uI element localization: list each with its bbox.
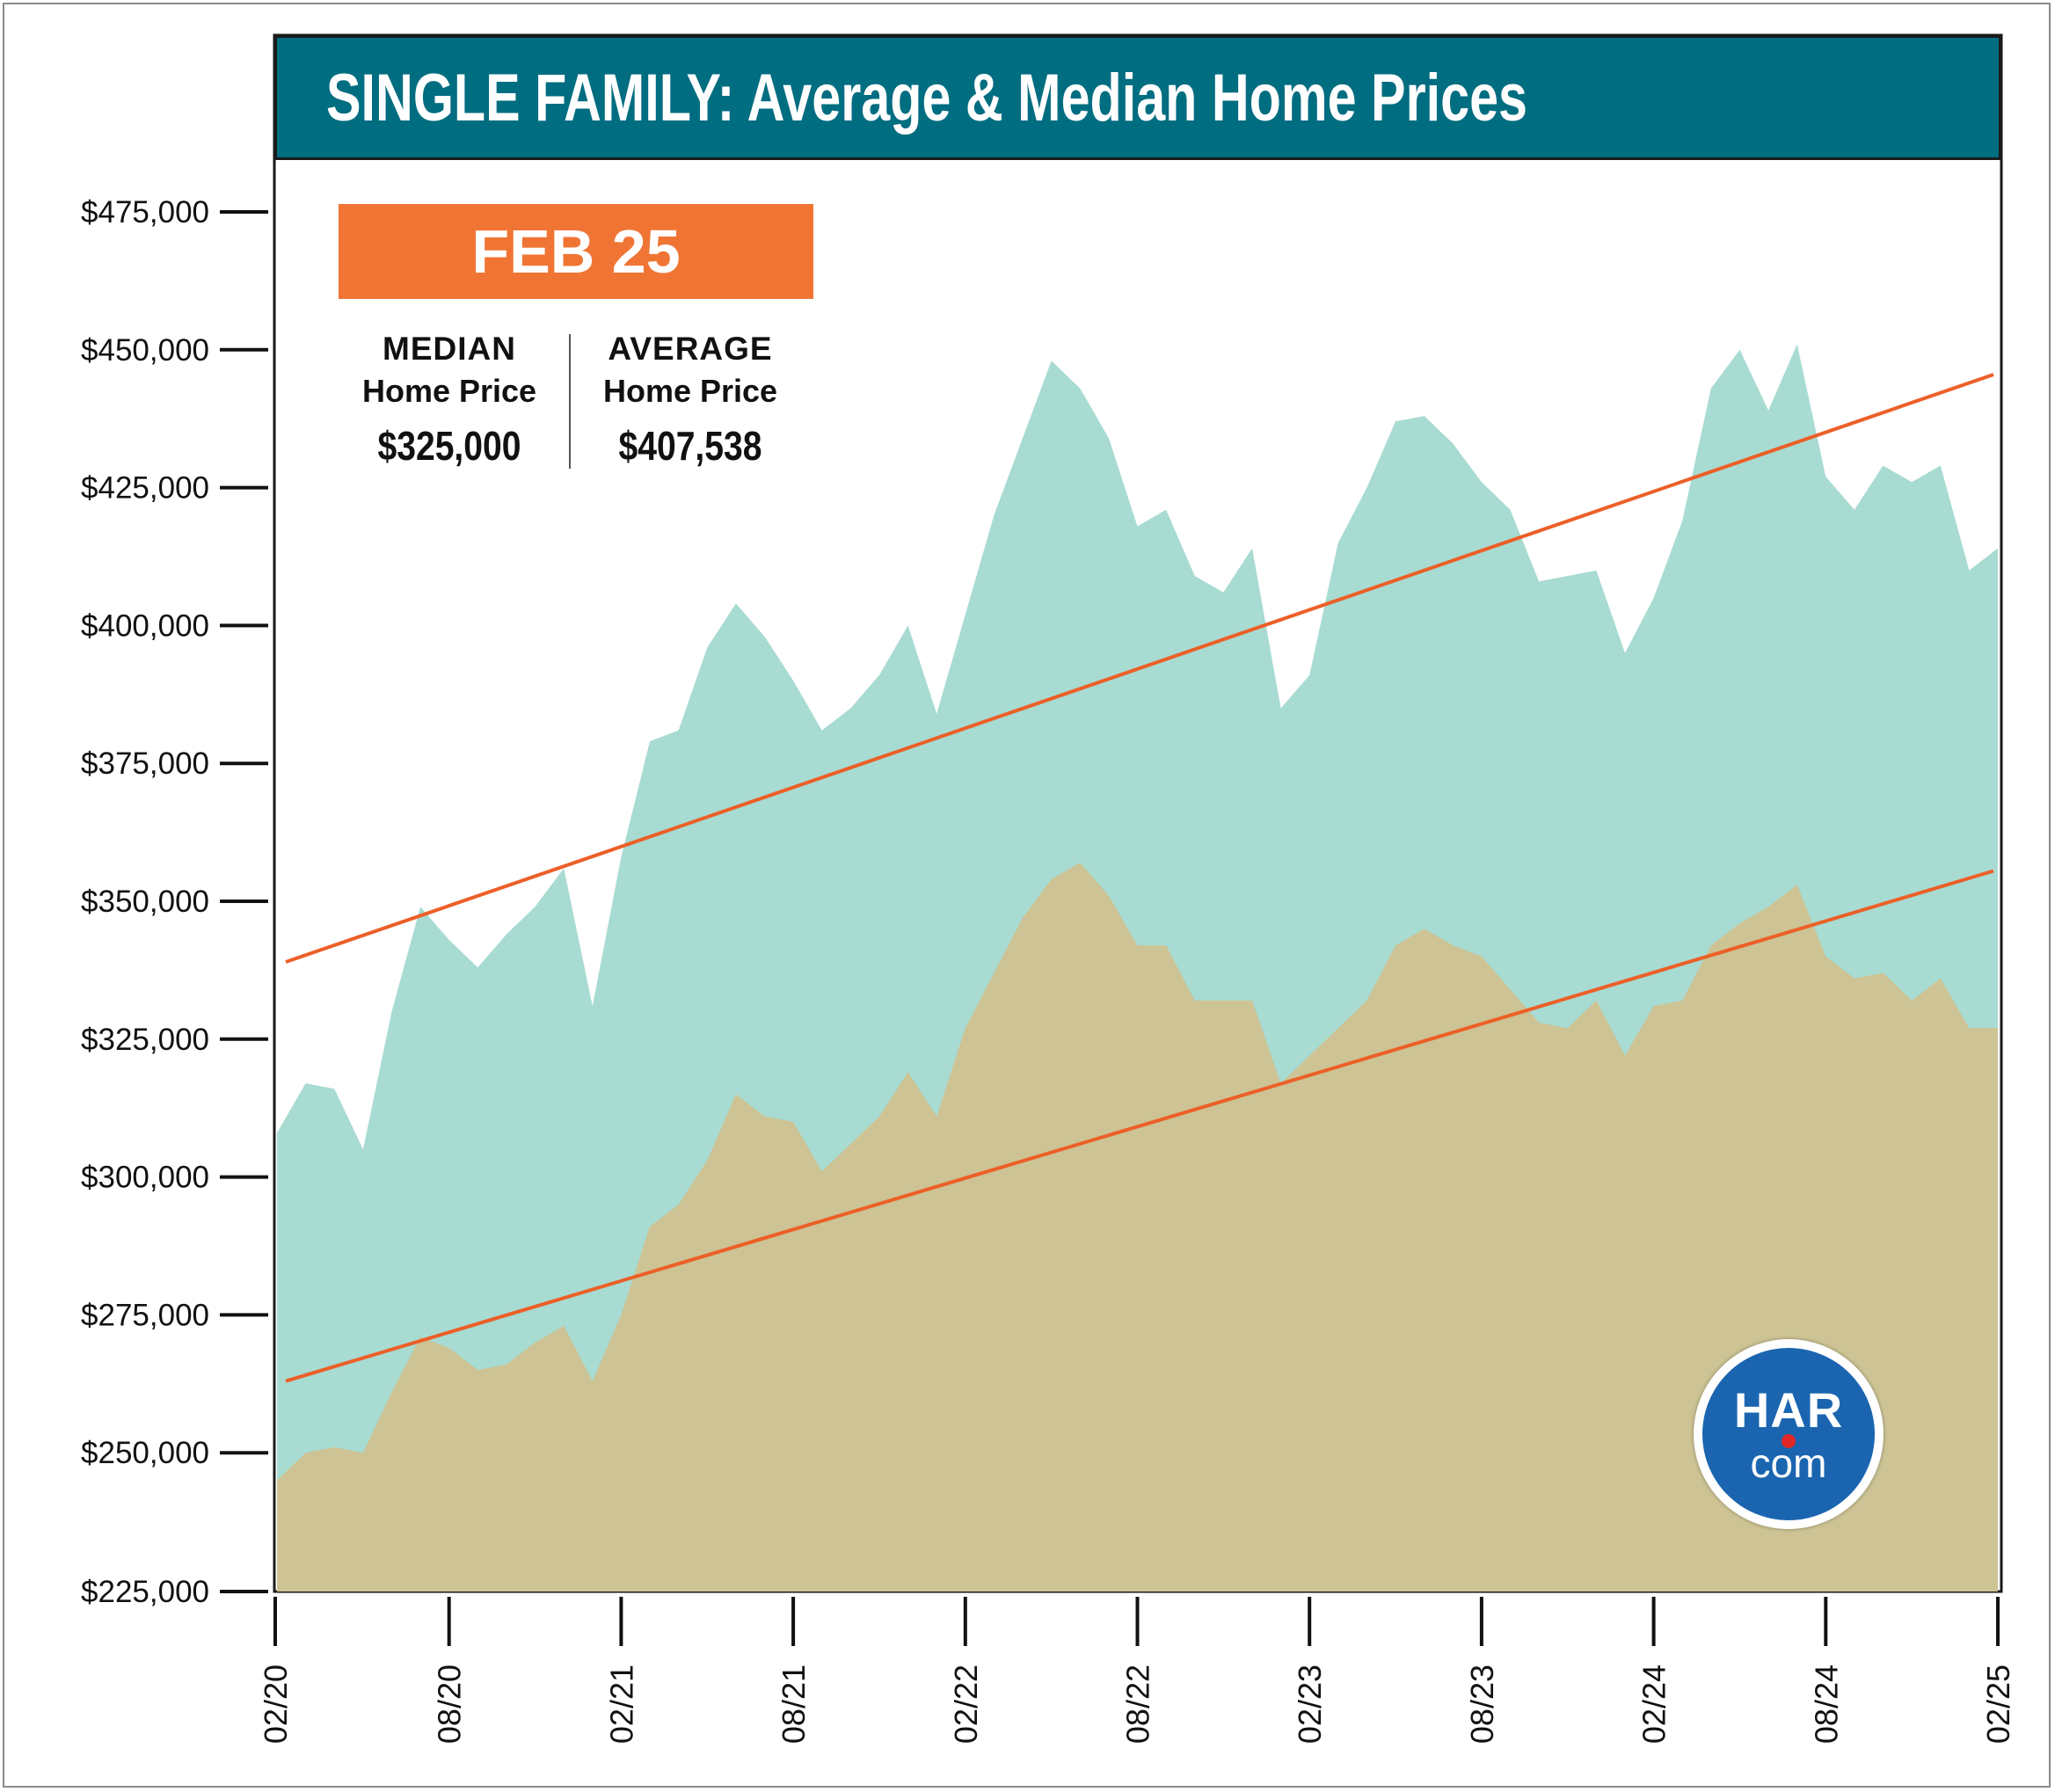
average-value: $407,538 xyxy=(618,423,762,469)
y-tick-label: $425,000 xyxy=(81,471,209,506)
har-logo: HAR com xyxy=(1694,1339,1884,1529)
chart-title: SINGLE FAMILY: Average & Median Home Pri… xyxy=(326,60,1528,135)
median-value: $325,000 xyxy=(377,423,521,469)
average-sublabel: Home Price xyxy=(602,373,778,409)
chart-title-bar: SINGLE FAMILY: Average & Median Home Pri… xyxy=(274,35,2001,160)
stat-divider xyxy=(569,334,571,469)
average-label: AVERAGE xyxy=(608,331,773,367)
y-tick-label: $225,000 xyxy=(81,1575,209,1609)
chart-frame xyxy=(3,3,2051,1788)
y-tick-label: $450,000 xyxy=(81,333,209,368)
y-tick-label: $325,000 xyxy=(81,1023,209,1057)
x-tick-label: 08/23 xyxy=(1464,1665,1500,1744)
x-tick-label: 08/22 xyxy=(1120,1665,1156,1744)
median-stat: MEDIAN Home Price $325,000 xyxy=(335,331,564,470)
y-tick-label: $275,000 xyxy=(81,1298,209,1332)
median-label: MEDIAN xyxy=(383,331,516,367)
y-tick-label: $350,000 xyxy=(81,885,209,919)
har-logo-dot xyxy=(1782,1434,1796,1448)
y-tick-label: $300,000 xyxy=(81,1161,209,1195)
y-tick-label: $250,000 xyxy=(81,1436,209,1470)
har-logo-circle: HAR com xyxy=(1702,1348,1875,1520)
x-tick-label: 08/24 xyxy=(1808,1665,1844,1744)
y-tick-label: $475,000 xyxy=(81,195,209,229)
x-tick-label: 02/20 xyxy=(258,1665,294,1744)
x-tick-label: 08/20 xyxy=(432,1665,468,1744)
y-tick-label: $400,000 xyxy=(81,608,209,643)
median-price-area xyxy=(277,863,1998,1592)
x-tick-label: 08/21 xyxy=(776,1665,812,1744)
average-stat: AVERAGE Home Price $407,538 xyxy=(576,331,805,470)
har-logo-com: com xyxy=(1750,1440,1827,1486)
median-trend-line xyxy=(285,869,1994,1383)
x-tick-label: 02/25 xyxy=(1980,1665,2016,1744)
x-tick-label: 02/21 xyxy=(603,1665,639,1744)
x-tick-label: 02/23 xyxy=(1292,1665,1328,1744)
y-tick-label: $375,000 xyxy=(81,747,209,781)
x-tick-label: 02/22 xyxy=(948,1665,984,1744)
average-trend-line xyxy=(285,373,1994,964)
har-logo-text: HAR xyxy=(1733,1382,1844,1438)
x-tick-label: 02/24 xyxy=(1636,1665,1672,1744)
period-badge: FEB 25 xyxy=(339,204,813,299)
median-sublabel: Home Price xyxy=(361,373,537,409)
